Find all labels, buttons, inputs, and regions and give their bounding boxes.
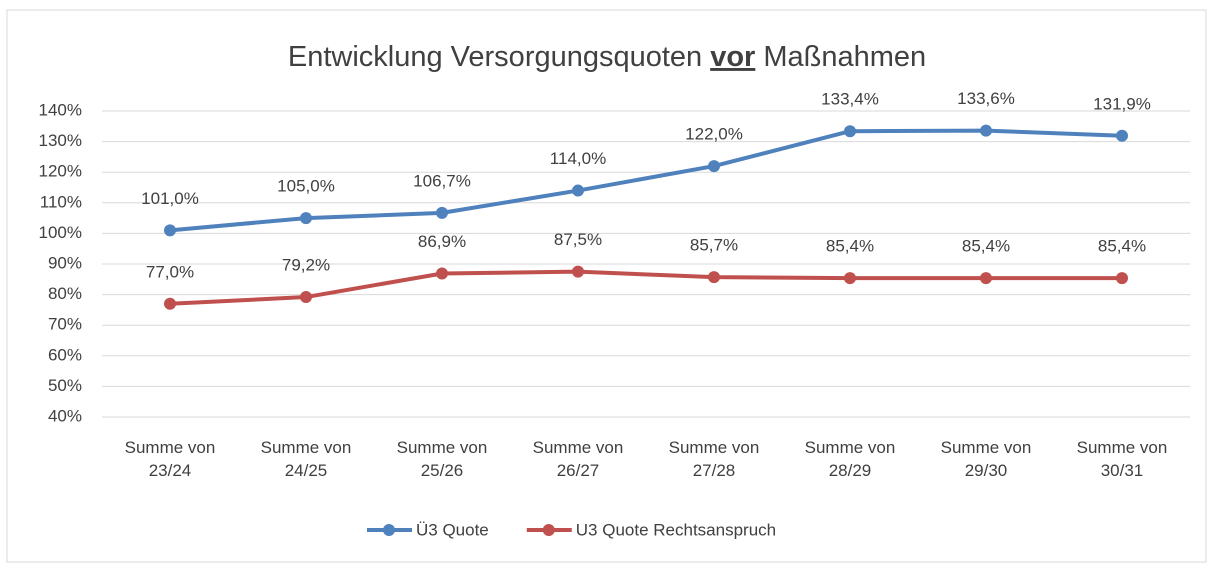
marker	[300, 212, 312, 225]
data-label: 86,9%	[418, 232, 466, 251]
data-label: 106,7%	[413, 171, 471, 190]
title-part: Entwicklung Versorgungsquoten	[288, 41, 702, 73]
x-tick-label: Summe von 26/27	[532, 438, 624, 480]
marker	[164, 297, 176, 310]
data-label: 133,4%	[821, 90, 879, 109]
title-part: vor	[710, 41, 755, 73]
y-tick-label: 140%	[39, 100, 82, 119]
marker	[572, 265, 584, 278]
y-tick-label: 110%	[40, 192, 82, 211]
data-label: 87,5%	[554, 230, 602, 249]
x-tick-label: Summe von 25/26	[396, 438, 488, 480]
line	[169, 128, 1123, 233]
marker	[708, 160, 720, 173]
data-label: 77,0%	[146, 262, 194, 281]
marker	[980, 272, 992, 285]
marker	[436, 206, 448, 219]
y-tick-label: 40%	[48, 406, 82, 425]
marker	[844, 272, 856, 285]
y-tick-label: 60%	[48, 345, 82, 364]
marker	[572, 184, 584, 197]
data-label: 101,0%	[141, 189, 199, 208]
data-label: 131,9%	[1093, 94, 1151, 113]
data-label: 85,7%	[690, 236, 738, 255]
title-part: Maßnahmen	[763, 41, 926, 73]
legend-label: U3 Quote Rechtsanspruch	[576, 520, 776, 539]
marker	[844, 125, 856, 138]
marker	[164, 224, 176, 237]
data-label: 79,2%	[282, 256, 330, 275]
y-tick-label: 50%	[48, 376, 82, 395]
x-tick-label: Summe von 27/28	[668, 438, 760, 480]
legend-marker	[542, 524, 555, 536]
data-label: 133,6%	[957, 89, 1015, 108]
data-label: 85,4%	[962, 237, 1010, 256]
line	[169, 269, 1122, 306]
y-tick-label: 130%	[39, 131, 82, 150]
marker	[436, 267, 448, 280]
marker	[980, 124, 992, 137]
data-label: 85,4%	[826, 237, 874, 256]
data-label: 122,0%	[685, 125, 743, 144]
y-tick-label: 80%	[48, 284, 82, 303]
legend-marker	[383, 524, 395, 536]
data-label: 85,4%	[1098, 237, 1146, 256]
marker	[708, 271, 720, 284]
y-tick-label: 90%	[48, 253, 82, 272]
marker	[300, 291, 312, 304]
x-tick-label: Summe von 29/30	[940, 438, 1032, 480]
data-label: 105,0%	[277, 177, 335, 196]
y-tick-label: 120%	[39, 162, 82, 181]
chart-title: Entwicklung Versorgungsquoten vor Maßnahme…	[288, 41, 926, 73]
y-tick-label: 100%	[39, 223, 82, 242]
marker	[1116, 129, 1128, 142]
marker	[1116, 272, 1128, 285]
y-tick-label: 70%	[48, 315, 82, 334]
legend-label: Ü3 Quote	[416, 520, 489, 539]
chart-border	[6, 9, 1207, 563]
x-tick-label: Summe von 28/29	[804, 438, 896, 480]
data-label: 114,0%	[550, 149, 606, 168]
x-tick-label: Summe von 24/25	[260, 438, 352, 480]
x-tick-label: Summe von 23/24	[124, 438, 216, 480]
x-tick-label: Summe von 30/31	[1076, 438, 1168, 480]
